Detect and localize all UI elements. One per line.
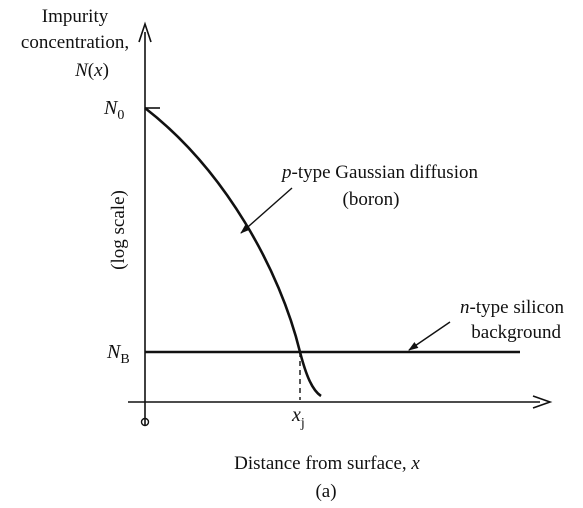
nb-label: NB xyxy=(106,341,130,367)
junction-label: xj xyxy=(291,404,305,431)
background-label-line2: background xyxy=(471,322,561,343)
origin-marker xyxy=(140,417,150,427)
x-axis-title: Distance from surface, x xyxy=(234,453,420,474)
n0-label: N0 xyxy=(103,97,124,123)
gaussian-label-line2: (boron) xyxy=(343,189,400,210)
background-label-line1: n-type silicon xyxy=(460,297,564,318)
gaussian-annotation-arrow xyxy=(240,187,293,234)
background-annotation-arrow xyxy=(408,321,451,351)
y-axis-title-line2: concentration, xyxy=(21,32,129,53)
gaussian-profile-curve xyxy=(144,106,322,398)
y-axis-scale-note: (log scale) xyxy=(108,190,129,270)
gaussian-label-line1: p-type Gaussian diffusion xyxy=(280,162,478,183)
figure-caption: (a) xyxy=(315,481,336,502)
y-axis-arrowhead xyxy=(138,21,152,43)
x-axis-arrowhead xyxy=(532,395,553,409)
y-axis-title-symbol: N(x) xyxy=(74,60,109,81)
y-axis-title-line1: Impurity xyxy=(42,6,109,27)
